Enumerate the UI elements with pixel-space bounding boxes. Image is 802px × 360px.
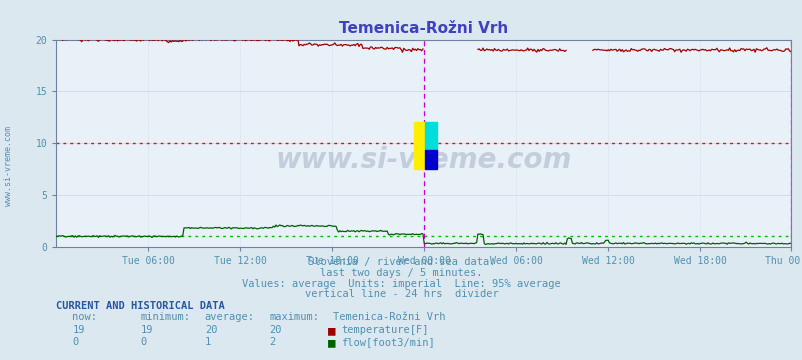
Text: 20: 20	[269, 325, 282, 335]
Bar	[414, 122, 425, 169]
Bar	[425, 150, 436, 169]
Text: Temenica-Rožni Vrh: Temenica-Rožni Vrh	[333, 312, 445, 323]
Text: www.si-vreme.com: www.si-vreme.com	[275, 146, 571, 174]
Text: last two days / 5 minutes.: last two days / 5 minutes.	[320, 268, 482, 278]
Text: vertical line - 24 hrs  divider: vertical line - 24 hrs divider	[304, 289, 498, 299]
Text: 19: 19	[140, 325, 153, 335]
Text: CURRENT AND HISTORICAL DATA: CURRENT AND HISTORICAL DATA	[56, 301, 225, 311]
Text: 20: 20	[205, 325, 217, 335]
Text: 0: 0	[140, 337, 147, 347]
Text: average:: average:	[205, 312, 254, 323]
Text: minimum:: minimum:	[140, 312, 190, 323]
Text: maximum:: maximum:	[269, 312, 318, 323]
Text: www.si-vreme.com: www.si-vreme.com	[4, 126, 13, 206]
Text: 0: 0	[72, 337, 79, 347]
Text: temperature[F]: temperature[F]	[341, 325, 428, 335]
Text: 19: 19	[72, 325, 85, 335]
Title: Temenica-Rožni Vrh: Temenica-Rožni Vrh	[338, 21, 508, 36]
Text: ■: ■	[327, 325, 334, 338]
Text: flow[foot3/min]: flow[foot3/min]	[341, 337, 435, 347]
Text: Slovenia / river and sea data.: Slovenia / river and sea data.	[307, 257, 495, 267]
Text: now:: now:	[72, 312, 97, 323]
Text: 1: 1	[205, 337, 211, 347]
Text: ■: ■	[327, 337, 334, 350]
Text: Values: average  Units: imperial  Line: 95% average: Values: average Units: imperial Line: 95…	[242, 279, 560, 289]
Bar	[425, 122, 436, 150]
Text: 2: 2	[269, 337, 275, 347]
